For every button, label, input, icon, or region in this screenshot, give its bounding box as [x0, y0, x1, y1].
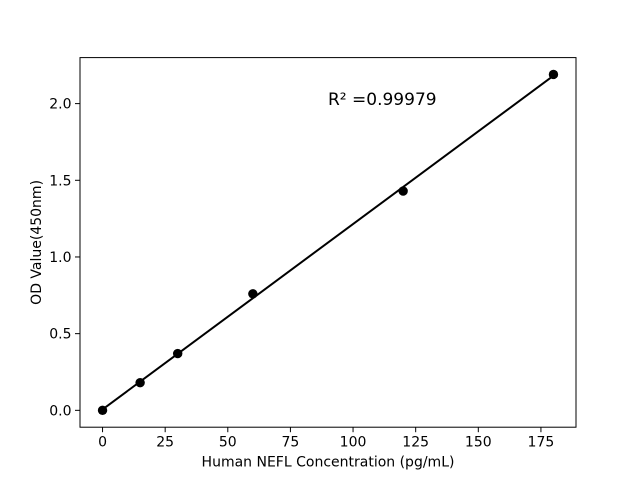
y-tick-label: 0.5: [49, 327, 71, 343]
y-axis-label: OD Value(450nm): [29, 180, 45, 305]
x-tick-label: 175: [528, 435, 555, 451]
data-point: [172, 348, 183, 359]
x-tick-label: 75: [282, 435, 300, 451]
y-tick-label: 1.5: [49, 173, 71, 189]
plot-frame: [79, 57, 577, 428]
fit-line: [101, 74, 555, 411]
y-tick-label: 2.0: [49, 97, 71, 113]
data-point: [548, 69, 559, 80]
r-squared-annotation: R² =0.99979: [328, 90, 437, 110]
y-tick-label: 0.0: [49, 403, 71, 419]
x-tick-label: 100: [340, 435, 367, 451]
x-tick-label: 125: [402, 435, 429, 451]
x-axis-label: Human NEFL Concentration (pg/mL): [202, 455, 455, 471]
x-axis-ticks: 0 25 50 75 100 125 150 175: [98, 427, 555, 451]
data-point: [97, 405, 108, 416]
x-tick-label: 0: [98, 435, 107, 451]
x-tick-label: 25: [156, 435, 174, 451]
data-point: [248, 289, 258, 299]
y-axis-ticks: 0.0 0.5 1.0 1.5 2.0: [49, 97, 80, 419]
x-tick-label: 50: [219, 435, 237, 451]
data-points: [97, 69, 559, 416]
y-tick-label: 1.0: [49, 250, 71, 266]
x-tick-label: 150: [465, 435, 492, 451]
data-point: [398, 186, 408, 196]
data-point: [135, 378, 145, 388]
